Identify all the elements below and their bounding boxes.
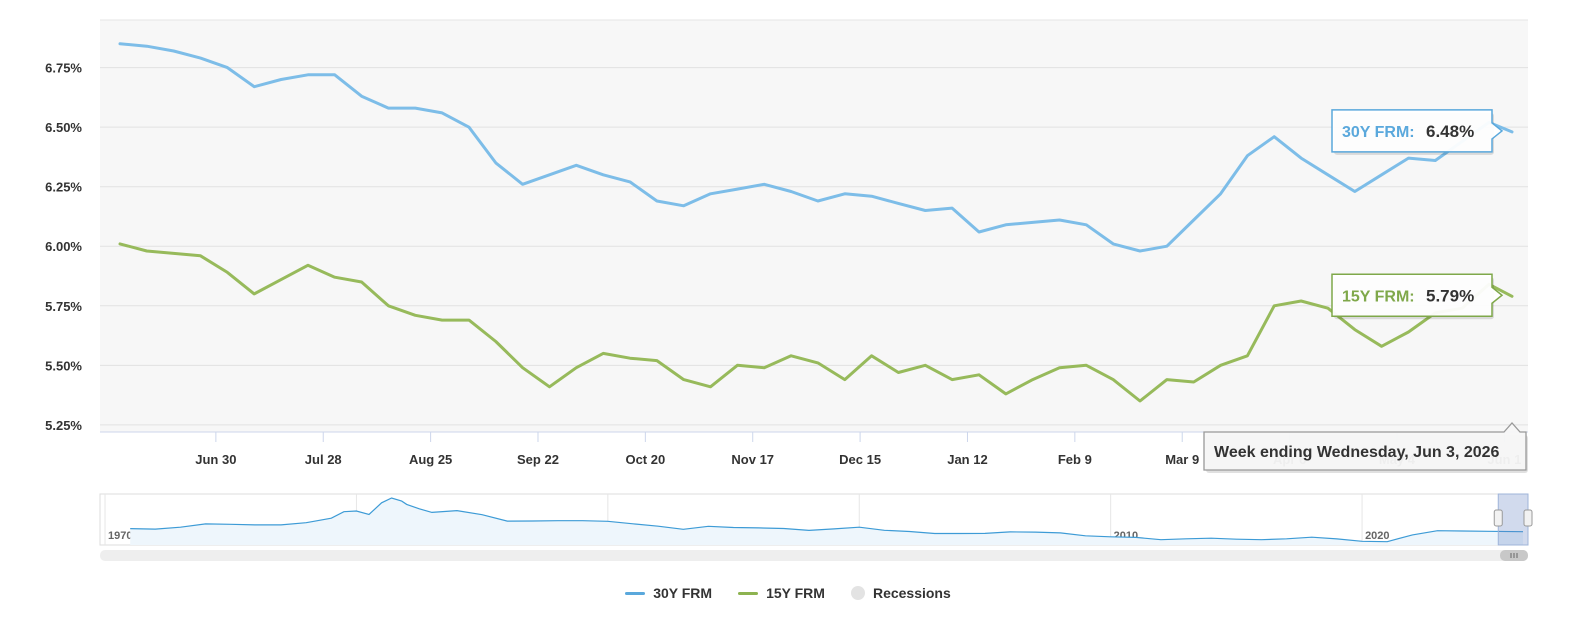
- navigator-year-label: 1970: [108, 530, 132, 542]
- y-tick-label: 5.50%: [45, 358, 82, 373]
- y-tick-label: 6.00%: [45, 239, 82, 254]
- tooltip-series-label: 30Y FRM:: [1342, 124, 1415, 141]
- series-line-30y: [118, 42, 1514, 253]
- legend-item-30y[interactable]: 30Y FRM: [625, 585, 712, 601]
- y-axis: 6.75% 6.50% 6.25% 6.00% 5.75% 5.50% 5.25%: [45, 61, 82, 433]
- legend: 30Y FRM 15Y FRM Recessions: [0, 580, 1576, 606]
- x-tick-label: Nov 17: [731, 452, 774, 467]
- x-tick-label: Jul 28: [305, 452, 342, 467]
- legend-15y-swatch: [738, 591, 759, 595]
- tooltip-box: [1331, 109, 1504, 153]
- legend-recessions-swatch: [850, 586, 865, 600]
- crosshair-box: [1203, 422, 1527, 471]
- navigator-handle-left[interactable]: [1493, 509, 1503, 527]
- y-tick-label: 6.75%: [45, 61, 82, 76]
- x-tick-label: Oct 20: [625, 452, 665, 467]
- tooltip-15y: 15Y FRM: 5.79%: [1331, 273, 1504, 320]
- y-tick-label: 6.25%: [45, 180, 82, 195]
- legend-30y-swatch: [625, 591, 646, 595]
- navigator-handle-right[interactable]: [1523, 509, 1533, 527]
- legend-item-15y[interactable]: 15Y FRM: [738, 585, 825, 601]
- navigator-scrollbar-track[interactable]: [100, 550, 1528, 561]
- x-tick-label: Sep 22: [517, 452, 559, 467]
- navigator[interactable]: 197019801990200020102020: [99, 493, 1533, 561]
- tooltip-30y: 30Y FRM: 6.48%: [1331, 109, 1504, 155]
- x-tick-label: Aug 25: [409, 452, 452, 467]
- legend-recessions-label: Recessions: [872, 585, 951, 601]
- x-tick-label: Feb 9: [1058, 452, 1092, 467]
- mortgage-rate-chart: 6.75% 6.50% 6.25% 6.00% 5.75% 5.50% 5.25% Jun …: [45, 19, 1533, 561]
- tooltip-value: 6.48%: [1426, 122, 1474, 141]
- x-tick-label: Dec 15: [839, 452, 881, 467]
- tooltip-box: [1331, 273, 1504, 318]
- y-tick-label: 5.75%: [45, 299, 82, 314]
- legend-30y-label: 30Y FRM: [653, 585, 713, 601]
- y-tick-label: 5.25%: [45, 418, 82, 433]
- plot-background: [100, 20, 1528, 432]
- series-line-15y: [118, 242, 1514, 403]
- y-tick-label: 6.50%: [45, 120, 82, 135]
- x-tick-label: Jan 12: [947, 452, 987, 467]
- crosshair-label: Week ending Wednesday, Jun 3, 2026: [1203, 422, 1528, 473]
- tooltip-value: 5.79%: [1426, 286, 1474, 305]
- x-tick-label: Mar 9: [1165, 452, 1199, 467]
- series-layer: [118, 42, 1514, 403]
- navigator-series-line: [130, 497, 1524, 543]
- crosshair-text: Week ending Wednesday, Jun 3, 2026: [1214, 444, 1500, 461]
- legend-15y-label: 15Y FRM: [766, 585, 825, 601]
- navigator-year-label: 2020: [1365, 530, 1389, 542]
- plot-area: [100, 19, 1528, 433]
- navigator-area: [130, 498, 1524, 545]
- x-tick-label: Jun 30: [195, 452, 236, 467]
- legend-item-recessions[interactable]: Recessions: [850, 585, 951, 601]
- tooltip-series-label: 15Y FRM:: [1342, 288, 1415, 305]
- tooltip-layer: 30Y FRM: 6.48% 15Y FRM: 5.79% Week ending We…: [1203, 109, 1528, 473]
